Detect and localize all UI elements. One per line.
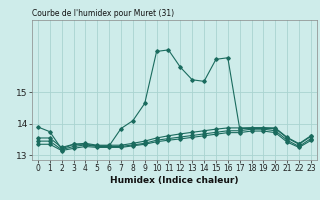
Text: Courbe de l'humidex pour Muret (31): Courbe de l'humidex pour Muret (31) — [32, 9, 174, 18]
X-axis label: Humidex (Indice chaleur): Humidex (Indice chaleur) — [110, 176, 239, 185]
